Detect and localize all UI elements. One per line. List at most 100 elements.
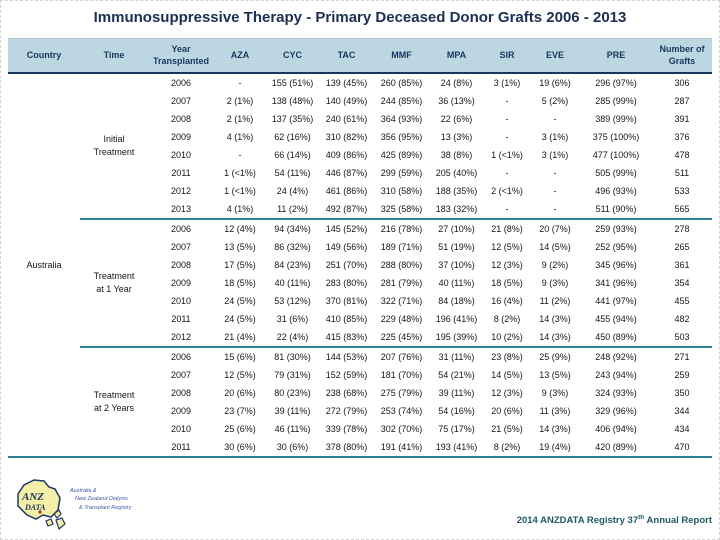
time-label: Treatment at 2 Years: [80, 347, 148, 459]
time-label-line: Initial: [103, 133, 125, 144]
value-cell: 455 (94%): [595, 314, 637, 325]
table-row: 2011 1 (<1%) 54 (11%) 446 (87%) 299 (59%) 205…: [8, 164, 712, 182]
value-cell: 40 (11%): [438, 278, 475, 289]
table-body: Australia Initial Treatment 2006 - 155 (51%) 1…: [8, 73, 712, 459]
column-header: MMF: [374, 38, 429, 75]
table-row: 2010 25 (6%) 46 (11%) 339 (78%) 302 (70%) 75 …: [8, 420, 712, 438]
value-cell: 259: [674, 370, 690, 381]
value-cell: 478: [674, 150, 690, 161]
value-cell: 20 (7%): [539, 224, 571, 235]
value-cell: -: [505, 132, 509, 143]
table-row: 2010 - 66 (14%) 409 (86%) 425 (89%) 38 (8%) 1 …: [8, 146, 712, 164]
value-cell: 9 (3%): [541, 388, 569, 399]
value-cell: 14 (3%): [539, 424, 571, 435]
value-cell: 302 (70%): [380, 424, 423, 435]
value-cell: 94 (34%): [274, 224, 311, 235]
value-cell: 253 (74%): [380, 406, 423, 417]
value-cell: 446 (87%): [325, 168, 368, 179]
value-cell: 492 (87%): [319, 200, 374, 221]
value-cell: 11 (3%): [539, 406, 571, 417]
year-cell: 2007: [170, 242, 192, 253]
value-cell: 54 (16%): [438, 406, 475, 417]
value-cell: 370 (81%): [325, 296, 368, 307]
value-cell: 196 (41%): [435, 314, 478, 325]
time-label-line: at 2 Years: [93, 403, 135, 414]
value-cell: 287: [674, 96, 690, 107]
year-cell: 2008: [170, 388, 192, 399]
value-cell: 260 (85%): [380, 78, 423, 89]
table-row: 2010 24 (5%) 53 (12%) 370 (81%) 322 (71%) 84 …: [8, 292, 712, 310]
table-row: 2009 18 (5%) 40 (11%) 283 (80%) 281 (79%) 40 …: [8, 274, 712, 292]
table-row: Treatment at 1 Year 2006 12 (4%) 94 (34%) 145…: [8, 219, 712, 349]
value-cell: 409 (86%): [325, 150, 368, 161]
year-cell: 2010: [170, 424, 192, 435]
value-cell: 205 (40%): [435, 168, 478, 179]
value-cell: 1 (<1%): [224, 168, 256, 179]
value-cell: 5 (2%): [541, 96, 569, 107]
value-cell: 62 (16%): [274, 132, 311, 143]
country-label: Australia: [8, 73, 80, 459]
value-cell: 84 (23%): [274, 260, 311, 271]
value-cell: 259 (93%): [595, 224, 637, 235]
value-cell: 21 (8%): [491, 224, 523, 235]
value-cell: 66 (14%): [274, 150, 311, 161]
value-cell: 86 (32%): [274, 242, 311, 253]
value-cell: 9 (2%): [541, 260, 569, 271]
year-cell: 2010: [170, 150, 192, 161]
value-cell: 511 (90%): [580, 200, 652, 221]
year-cell: 2008: [170, 114, 192, 125]
value-cell: 24 (8%): [440, 78, 473, 89]
column-header: AZA: [214, 38, 266, 75]
value-cell: 22 (4%): [266, 328, 319, 349]
header-row: Country Time Year Transplanted AZA CYC TAC MMF…: [8, 38, 712, 75]
value-cell: 75 (17%): [438, 424, 475, 435]
value-cell: 375 (100%): [592, 132, 640, 143]
value-cell: 8 (2%): [484, 438, 530, 459]
value-cell: 410 (85%): [325, 314, 368, 325]
value-cell: 53 (12%): [274, 296, 311, 307]
table-row: 2011 30 (6%) 30 (6%) 378 (80%) 191 (41%) 193 …: [8, 438, 712, 459]
value-cell: 38 (8%): [440, 150, 473, 161]
table-row: 2011 24 (5%) 31 (6%) 410 (85%) 229 (48%) 196 …: [8, 310, 712, 328]
value-cell: 339 (78%): [325, 424, 368, 435]
value-cell: -: [238, 78, 242, 89]
value-cell: 470: [652, 438, 712, 459]
value-cell: 14 (5%): [491, 370, 523, 381]
column-header: TAC: [319, 38, 374, 75]
value-cell: 10 (2%): [484, 328, 530, 349]
value-cell: 4 (1%): [214, 200, 266, 221]
time-label-line: Treatment: [93, 270, 135, 281]
value-cell: 46 (11%): [274, 424, 311, 435]
value-cell: 18 (5%): [224, 278, 256, 289]
value-cell: 533: [674, 186, 690, 197]
value-cell: 11 (2%): [539, 296, 571, 307]
value-cell: 420 (89%): [580, 438, 652, 459]
value-cell: 24 (5%): [224, 296, 256, 307]
value-cell: 155 (51%): [271, 78, 314, 89]
column-header: MPA: [429, 38, 484, 75]
value-cell: -: [505, 114, 509, 125]
table-row: Australia Initial Treatment 2006 - 155 (51%) 1…: [8, 73, 712, 459]
logo-data-text: DATA: [24, 503, 46, 512]
value-cell: 188 (35%): [435, 186, 478, 197]
value-cell: -: [530, 200, 580, 221]
year-cell: 2009: [170, 278, 192, 289]
value-cell: 229 (48%): [380, 314, 423, 325]
table-row: 2008 17 (5%) 84 (23%) 251 (70%) 288 (80%) 37 …: [8, 256, 712, 274]
value-cell: 238 (68%): [325, 388, 368, 399]
value-cell: 13 (5%): [224, 242, 256, 253]
value-cell: 503: [652, 328, 712, 349]
value-cell: 207 (76%): [380, 352, 423, 363]
value-cell: 310 (58%): [380, 186, 423, 197]
table-row: 2012 1 (<1%) 24 (4%) 461 (86%) 310 (58%) 188 …: [8, 182, 712, 200]
time-label-line: Treatment: [93, 389, 135, 400]
value-cell: 344: [674, 406, 690, 417]
value-cell: 14 (3%): [530, 328, 580, 349]
value-cell: 341 (96%): [595, 278, 637, 289]
value-cell: 31 (11%): [438, 352, 475, 363]
value-cell: 322 (71%): [380, 296, 423, 307]
value-cell: -: [484, 200, 530, 221]
column-header: Time: [80, 38, 148, 75]
value-cell: 281 (79%): [380, 278, 423, 289]
table-row: 2013 4 (1%) 11 (2%) 492 (87%) 325 (58%) 183 (…: [8, 200, 712, 221]
